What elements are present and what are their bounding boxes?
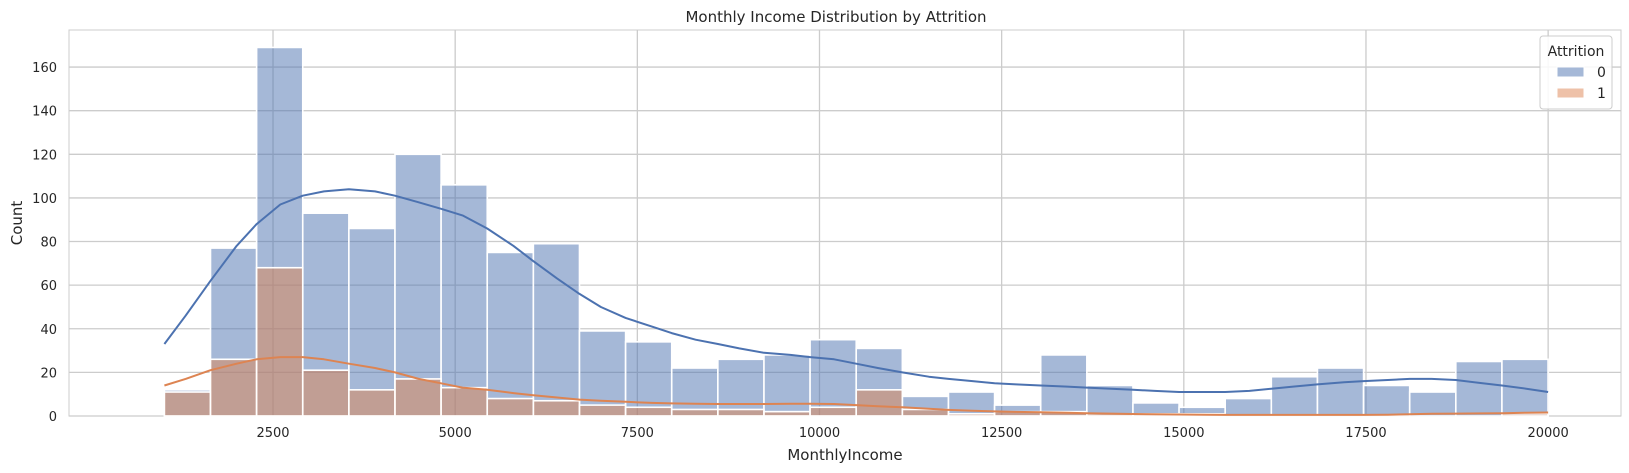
bar-series-0-bin-28 bbox=[1455, 360, 1503, 417]
legend: Attrition 0 1 bbox=[1539, 35, 1613, 110]
chart-title: Monthly Income Distribution by Attrition bbox=[685, 8, 986, 26]
kde-curves bbox=[163, 188, 1549, 416]
bar-series-1-bin-6 bbox=[440, 386, 489, 417]
bar-series-0-bin-24 bbox=[1270, 375, 1319, 417]
bar-series-1-bin-17 bbox=[947, 413, 996, 417]
x-tick-label: 10000 bbox=[799, 426, 840, 441]
bar-series-1-bin-3 bbox=[301, 369, 350, 417]
bar-series-1-bin-13 bbox=[763, 410, 811, 417]
legend-swatch-1 bbox=[1556, 87, 1585, 99]
bar-series-0-bin-4 bbox=[348, 227, 396, 417]
bar-series-1-bin-9 bbox=[578, 404, 627, 417]
bar-series-1-bin-5 bbox=[394, 378, 442, 417]
bar-series-1-bin-2 bbox=[255, 266, 304, 417]
bar-series-0-bin-9 bbox=[578, 330, 627, 417]
y-tick-label: 80 bbox=[40, 236, 57, 251]
histogram-bars bbox=[163, 46, 1549, 417]
bar-series-0-bin-26 bbox=[1362, 384, 1411, 417]
bar-series-1-bin-15 bbox=[855, 389, 904, 417]
bar-series-0-bin-17 bbox=[947, 391, 996, 417]
y-tick-labels: 0 20 40 60 80 100 120 140 160 bbox=[32, 61, 57, 425]
bar-series-0-bin-8 bbox=[532, 242, 581, 417]
y-tick-label: 20 bbox=[40, 366, 57, 381]
bar-series-0-bin-25 bbox=[1316, 367, 1365, 417]
kde-line-series-1 bbox=[164, 356, 1549, 416]
bar-series-0-bin-20 bbox=[1086, 384, 1134, 417]
bar-series-1-bin-4 bbox=[348, 389, 396, 417]
y-tick-label: 100 bbox=[32, 192, 57, 207]
legend-swatch-0 bbox=[1556, 66, 1585, 78]
legend-label-1: 1 bbox=[1597, 86, 1606, 102]
legend-label-0: 0 bbox=[1597, 65, 1606, 81]
x-tick-label: 20000 bbox=[1527, 426, 1568, 441]
x-tick-label: 12500 bbox=[981, 426, 1022, 441]
y-axis-label: Count bbox=[8, 201, 26, 246]
bar-series-0-bin-27 bbox=[1408, 391, 1457, 417]
y-tick-label: 160 bbox=[32, 61, 57, 76]
legend-title: Attrition bbox=[1548, 44, 1605, 60]
kde-line-series-0 bbox=[163, 188, 1549, 393]
bar-series-1-bin-0 bbox=[163, 391, 212, 417]
bar-series-1-bin-29 bbox=[1501, 413, 1549, 417]
x-tick-label: 15000 bbox=[1163, 426, 1204, 441]
bar-series-0-bin-12 bbox=[717, 358, 765, 417]
y-tick-label: 60 bbox=[40, 279, 57, 294]
bar-series-0-bin-5 bbox=[394, 153, 442, 417]
y-tick-label: 40 bbox=[40, 323, 57, 338]
y-tick-label: 140 bbox=[32, 105, 57, 120]
x-tick-label: 17500 bbox=[1345, 426, 1386, 441]
x-axis-label: MonthlyIncome bbox=[787, 446, 902, 464]
bar-series-1-bin-11 bbox=[670, 408, 719, 417]
y-tick-label: 120 bbox=[32, 148, 57, 163]
bar-series-0-bin-7 bbox=[486, 251, 535, 417]
bar-series-0-bin-6 bbox=[440, 184, 489, 417]
x-tick-labels: 2500 5000 7500 10000 12500 15000 17500 20000 bbox=[256, 426, 1568, 441]
x-tick-label: 5000 bbox=[439, 426, 472, 441]
bar-series-1-bin-10 bbox=[624, 406, 673, 417]
bar-series-0-bin-13 bbox=[763, 354, 811, 417]
x-tick-label: 2500 bbox=[256, 426, 289, 441]
bar-series-1-bin-8 bbox=[532, 399, 581, 417]
bar-series-0-bin-10 bbox=[624, 341, 673, 417]
bar-series-0-bin-23 bbox=[1224, 397, 1273, 417]
y-tick-label: 0 bbox=[49, 410, 57, 425]
x-tick-label: 7500 bbox=[621, 426, 654, 441]
bar-series-1-bin-7 bbox=[486, 397, 535, 417]
bar-series-1-bin-12 bbox=[717, 408, 765, 417]
bar-series-1-bin-14 bbox=[809, 406, 858, 417]
